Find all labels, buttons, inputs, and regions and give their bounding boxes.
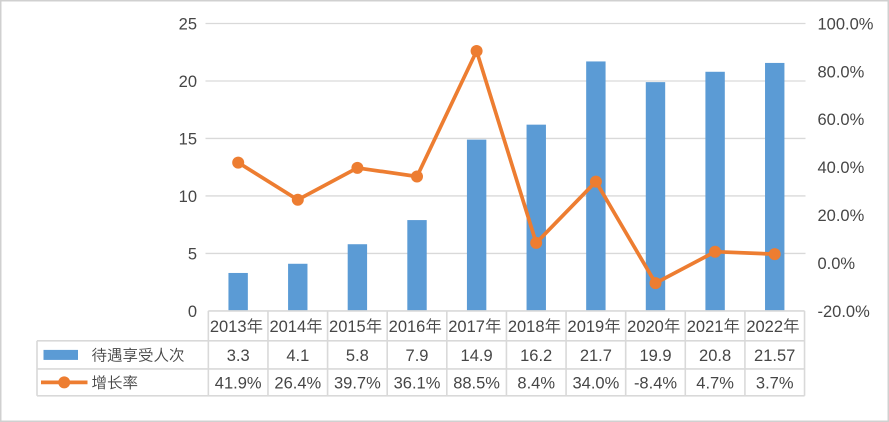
svg-text:60.0%: 60.0% [818,111,865,129]
svg-text:2019: 2019 [568,318,605,336]
svg-text:20.8: 20.8 [699,347,731,365]
svg-text:41.9%: 41.9% [215,374,262,392]
svg-text:100.0%: 100.0% [818,15,874,33]
svg-text:19.9: 19.9 [639,347,671,365]
svg-text:5.8: 5.8 [346,347,369,365]
svg-text:16.2: 16.2 [520,347,552,365]
svg-text:20.0%: 20.0% [818,207,865,225]
svg-text:7.9: 7.9 [406,347,429,365]
svg-text:10: 10 [179,188,197,206]
svg-text:-20.0%: -20.0% [818,303,871,321]
svg-text:26.4%: 26.4% [274,374,321,392]
svg-text:2013: 2013 [210,318,247,336]
svg-text:14.9: 14.9 [461,347,493,365]
svg-text:-8.4%: -8.4% [634,374,677,392]
svg-text:88.5%: 88.5% [453,374,500,392]
svg-text:3.3: 3.3 [227,347,250,365]
svg-text:2016: 2016 [389,318,426,336]
svg-text:2022: 2022 [746,318,783,336]
svg-text:34.0%: 34.0% [573,374,620,392]
svg-text:40.0%: 40.0% [818,159,865,177]
svg-text:5: 5 [188,245,197,263]
svg-text:3.7%: 3.7% [756,374,794,392]
svg-text:2015: 2015 [329,318,366,336]
svg-text:2018: 2018 [508,318,545,336]
svg-text:21.57: 21.57 [754,347,795,365]
svg-text:15: 15 [179,130,197,148]
svg-text:80.0%: 80.0% [818,63,865,81]
svg-text:4.7%: 4.7% [696,374,734,392]
svg-text:21.7: 21.7 [580,347,612,365]
svg-text:8.4%: 8.4% [517,374,555,392]
svg-text:2017: 2017 [448,318,485,336]
svg-text:2021: 2021 [687,318,724,336]
svg-text:39.7%: 39.7% [334,374,381,392]
svg-text:20: 20 [179,73,197,91]
svg-text:0: 0 [188,303,197,321]
svg-text:36.1%: 36.1% [394,374,441,392]
svg-text:25: 25 [179,15,197,33]
svg-text:4.1: 4.1 [286,347,309,365]
svg-text:2020: 2020 [627,318,664,336]
svg-text:0.0%: 0.0% [818,255,856,273]
svg-text:2014: 2014 [269,318,306,336]
